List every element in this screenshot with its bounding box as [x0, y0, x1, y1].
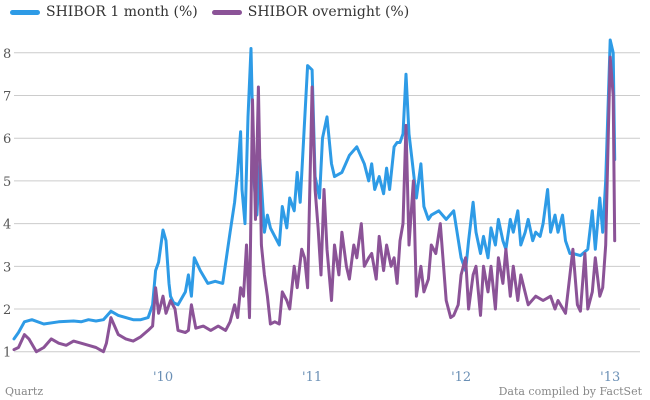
- legend-label-overnight: SHIBOR overnight (%): [247, 4, 410, 20]
- legend-item-shibor-overnight[interactable]: SHIBOR overnight (%): [211, 4, 410, 20]
- series-line-shibor-overnight[interactable]: [12, 55, 617, 354]
- legend-item-shibor-1-month[interactable]: SHIBOR 1 month (%): [10, 4, 198, 20]
- y-tick-label: 6: [3, 132, 11, 147]
- y-tick-label: 7: [3, 90, 11, 105]
- data-credit: Data compiled by FactSet: [498, 385, 642, 398]
- legend: SHIBOR 1 month (%) SHIBOR overnight (%): [10, 4, 409, 20]
- y-tick-label: 8: [3, 47, 11, 62]
- y-tick-label: 4: [3, 218, 11, 233]
- legend-swatch-1-month: [10, 9, 40, 15]
- y-tick-label: 1: [3, 346, 11, 361]
- series-lines: [12, 38, 617, 354]
- source-credit: Quartz: [5, 385, 44, 398]
- legend-swatch-overnight: [211, 9, 242, 15]
- y-tick-label: 2: [3, 303, 11, 318]
- legend-label-1-month: SHIBOR 1 month (%): [46, 4, 198, 20]
- series-line-shibor-1-month[interactable]: [12, 38, 617, 341]
- x-tick-label: '10: [153, 370, 173, 385]
- x-tick-label: '12: [451, 370, 471, 385]
- y-tick-label: 5: [3, 175, 11, 190]
- y-axis-ticks: 1 2 3 4 5 6 7 8: [3, 47, 11, 361]
- y-tick-label: 3: [3, 260, 11, 275]
- x-tick-label: '11: [302, 370, 322, 385]
- x-tick-label: '13: [600, 370, 620, 385]
- x-axis-ticks: '10 '11 '12 '13: [153, 370, 620, 385]
